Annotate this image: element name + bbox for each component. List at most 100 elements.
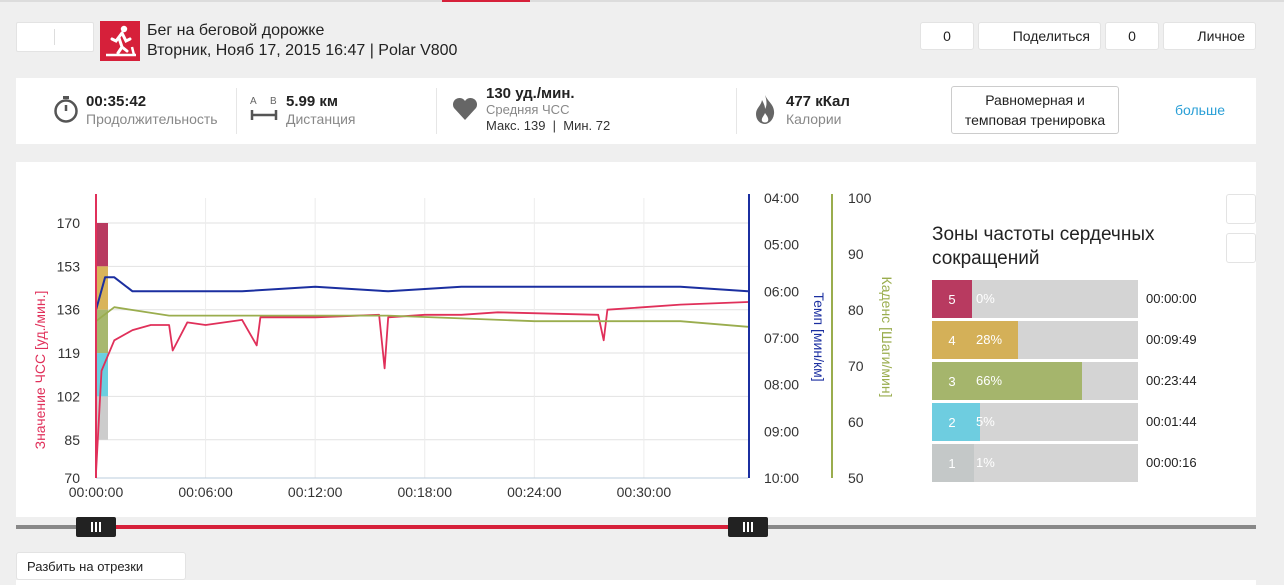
hr-zone-time: 00:00:16 xyxy=(1146,455,1197,470)
duration-value: 00:35:42 xyxy=(86,93,147,110)
series-line-cadence xyxy=(95,306,749,328)
pace-tick-label: 08:00 xyxy=(764,377,799,393)
activity-subtitle: Вторник, Нояб 17, 2015 16:47 | Polar V80… xyxy=(147,42,458,59)
divider xyxy=(236,88,237,134)
bottom-panel xyxy=(16,580,1256,585)
cadence-axis-label: Каденс [Шаги/мин] xyxy=(879,277,895,398)
series-line-pace xyxy=(95,276,749,311)
heart-rate-metric: 130 уд./мин. Средняя ЧСС Макс. 139 | Мин… xyxy=(452,78,722,144)
like-count-button[interactable]: 0 xyxy=(920,22,974,50)
calories-label: Калории xyxy=(786,111,842,127)
time-tick-label: 00:12:00 xyxy=(288,484,343,500)
cadence-tick-label: 50 xyxy=(848,470,864,486)
pace-tick-label: 09:00 xyxy=(764,423,799,439)
hr-zone-row: 1 1% xyxy=(932,444,1138,482)
hr-zone-row: 4 28% xyxy=(932,321,1138,359)
split-into-laps-button[interactable]: Разбить на отрезки xyxy=(16,552,186,580)
series-line-hr xyxy=(95,301,749,473)
distance-label: Дистанция xyxy=(286,111,356,127)
hr-tick-label: 170 xyxy=(57,215,81,231)
range-end-handle[interactable] xyxy=(728,517,768,537)
hr-zone-number: 3 xyxy=(932,362,972,400)
pace-tick-label: 07:00 xyxy=(764,330,799,346)
duration-metric: 00:35:42 Продолжительность xyxy=(52,78,242,144)
hr-zone-number: 2 xyxy=(932,403,972,441)
activity-title: Бег на беговой дорожке xyxy=(147,22,325,39)
time-tick-label: 00:30:00 xyxy=(617,484,672,500)
distance-value: 5.99 км xyxy=(286,93,338,110)
chart-settings-button[interactable] xyxy=(1226,233,1256,263)
divider xyxy=(436,88,437,134)
pace-tick-label: 10:00 xyxy=(764,470,799,486)
calories-value: 477 кКал xyxy=(786,93,850,110)
like-count: 0 xyxy=(943,28,951,44)
hr-zone-percent: 1% xyxy=(976,455,995,470)
hr-axis-label: Значение ЧСС [уд./мин.] xyxy=(32,291,48,450)
hr-zone-band-3 xyxy=(96,309,108,354)
privacy-button[interactable]: Личное xyxy=(1163,22,1256,50)
hr-zone-row: 2 5% xyxy=(932,403,1138,441)
cadence-tick-label: 60 xyxy=(848,414,864,430)
hr-zone-percent: 5% xyxy=(976,414,995,429)
hr-tick-label: 85 xyxy=(64,432,80,448)
hr-zone-fill xyxy=(972,403,981,441)
back-button[interactable] xyxy=(16,22,94,52)
hr-zone-fill xyxy=(972,444,974,482)
share-button[interactable]: Поделиться xyxy=(978,22,1101,50)
time-tick-label: 00:18:00 xyxy=(397,484,452,500)
hr-zone-number: 4 xyxy=(932,321,972,359)
comment-count-button[interactable]: 0 xyxy=(1105,22,1159,50)
hr-zone-time: 00:00:00 xyxy=(1146,291,1197,306)
summary-panel: 00:35:42 Продолжительность A B 5.99 км Д… xyxy=(16,78,1256,144)
active-tab-indicator xyxy=(442,0,530,2)
time-range-selection xyxy=(96,525,748,529)
hr-zone-time: 00:01:44 xyxy=(1146,414,1197,429)
distance-icon: A B xyxy=(250,96,278,122)
hr-tick-label: 119 xyxy=(58,345,81,361)
pace-tick-label: 06:00 xyxy=(764,283,799,299)
time-tick-label: 00:06:00 xyxy=(178,484,233,500)
hr-zone-fill xyxy=(972,362,1082,400)
hr-zone-number: 5 xyxy=(932,280,972,318)
stopwatch-icon xyxy=(52,94,80,129)
training-type-button[interactable]: Равномерная и темповая тренировка xyxy=(951,86,1119,134)
treadmill-running-icon xyxy=(100,21,140,61)
cadence-tick-label: 80 xyxy=(848,302,864,318)
pace-tick-label: 04:00 xyxy=(764,190,799,206)
distance-metric: A B 5.99 км Дистанция xyxy=(250,78,430,144)
cadence-tick-label: 90 xyxy=(848,246,864,262)
hr-zone-time: 00:23:44 xyxy=(1146,373,1197,388)
pace-axis-label: Темп [мин/км] xyxy=(811,292,827,381)
distance-icon-a: A xyxy=(250,96,257,107)
hr-zone-number: 1 xyxy=(932,444,972,482)
hr-tick-label: 70 xyxy=(64,470,80,486)
hr-zone-row: 5 0% xyxy=(932,280,1138,318)
range-start-handle[interactable] xyxy=(76,517,116,537)
hr-minmax: Макс. 139 | Мин. 72 xyxy=(486,118,611,133)
hr-zone-percent: 28% xyxy=(976,332,1003,347)
hr-tick-label: 102 xyxy=(57,388,81,404)
hr-tick-label: 153 xyxy=(57,258,81,274)
hr-value: 130 уд./мин. xyxy=(486,85,575,102)
privacy-label: Личное xyxy=(1197,28,1245,44)
time-tick-label: 00:24:00 xyxy=(507,484,562,500)
heart-icon xyxy=(452,97,478,126)
pace-tick-label: 05:00 xyxy=(764,237,799,253)
hr-label: Средняя ЧСС xyxy=(486,102,570,117)
hr-zone-percent: 66% xyxy=(976,373,1003,388)
top-nav-line xyxy=(0,0,1284,2)
hr-zone-row: 3 66% xyxy=(932,362,1138,400)
comment-count: 0 xyxy=(1128,28,1136,44)
share-label: Поделиться xyxy=(1012,28,1090,44)
more-link[interactable]: больше xyxy=(1175,102,1225,118)
chart-options-button[interactable] xyxy=(1226,194,1256,224)
calories-metric: 477 кКал Калории xyxy=(754,78,934,144)
hr-zone-time: 00:09:49 xyxy=(1146,332,1197,347)
duration-label: Продолжительность xyxy=(86,111,218,127)
hr-zone-fill xyxy=(972,321,1019,359)
hr-tick-label: 136 xyxy=(57,302,81,318)
cadence-tick-label: 100 xyxy=(848,190,872,206)
cadence-tick-label: 70 xyxy=(848,358,864,374)
flame-icon xyxy=(754,93,776,130)
